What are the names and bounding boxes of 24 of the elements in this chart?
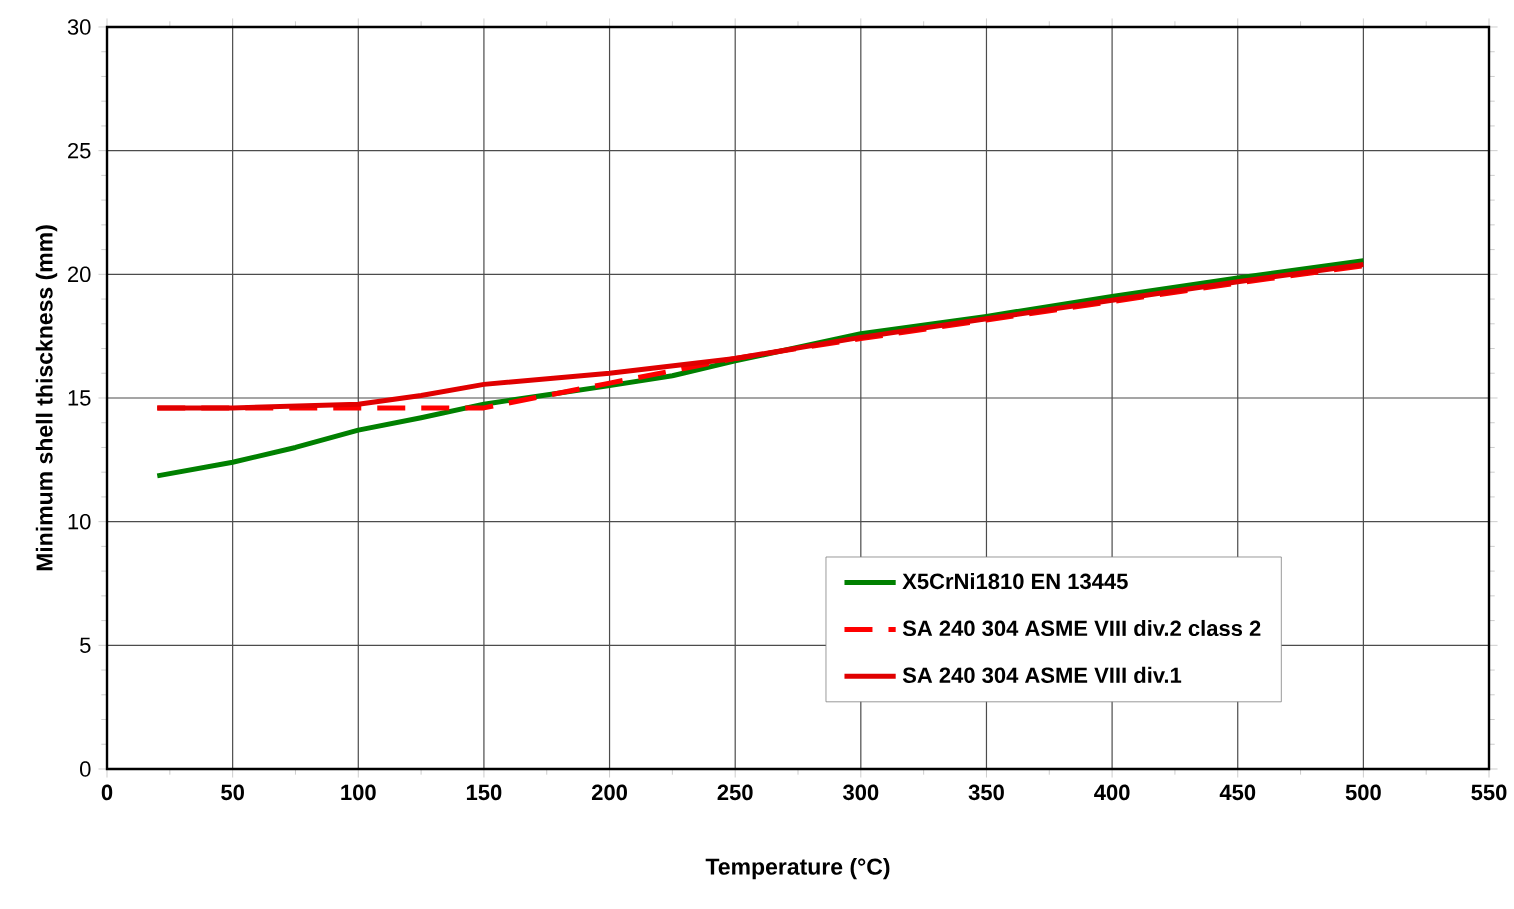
legend-label: X5CrNi1810 EN 13445: [902, 572, 1128, 590]
x-tick-label: 200: [591, 784, 627, 801]
x-tick-label: 50: [221, 784, 244, 801]
x-tick-label: 450: [1219, 784, 1256, 801]
x-tick-label: 500: [1345, 784, 1381, 801]
x-axis-title: Temperature (°C): [705, 857, 890, 880]
y-tick-label: 25: [68, 142, 91, 159]
x-tick-label: 150: [466, 784, 502, 801]
x-tick-label: 250: [717, 784, 753, 801]
y-tick-label: 20: [68, 266, 91, 283]
y-tick-label: 30: [67, 19, 91, 35]
x-tick-label: 0: [101, 784, 113, 801]
x-tick-label: 300: [842, 784, 879, 801]
y-tick-label: 0: [80, 761, 91, 777]
y-axis-title: Minimum shell thisckness (mm): [35, 225, 58, 571]
x-tick-label: 400: [1094, 784, 1130, 801]
y-tick-label: 10: [68, 513, 91, 530]
x-tick-label: 100: [341, 784, 376, 801]
legend-label: SA 240 304 ASME VIII div.2 class 2: [902, 619, 1261, 637]
y-tick-label: 5: [80, 637, 91, 653]
y-tick-label: 15: [68, 390, 91, 406]
legend-label: SA 240 304 ASME VIII div.1: [902, 666, 1182, 684]
x-tick-label: 350: [968, 784, 1004, 801]
x-tick-label: 550: [1471, 784, 1507, 801]
